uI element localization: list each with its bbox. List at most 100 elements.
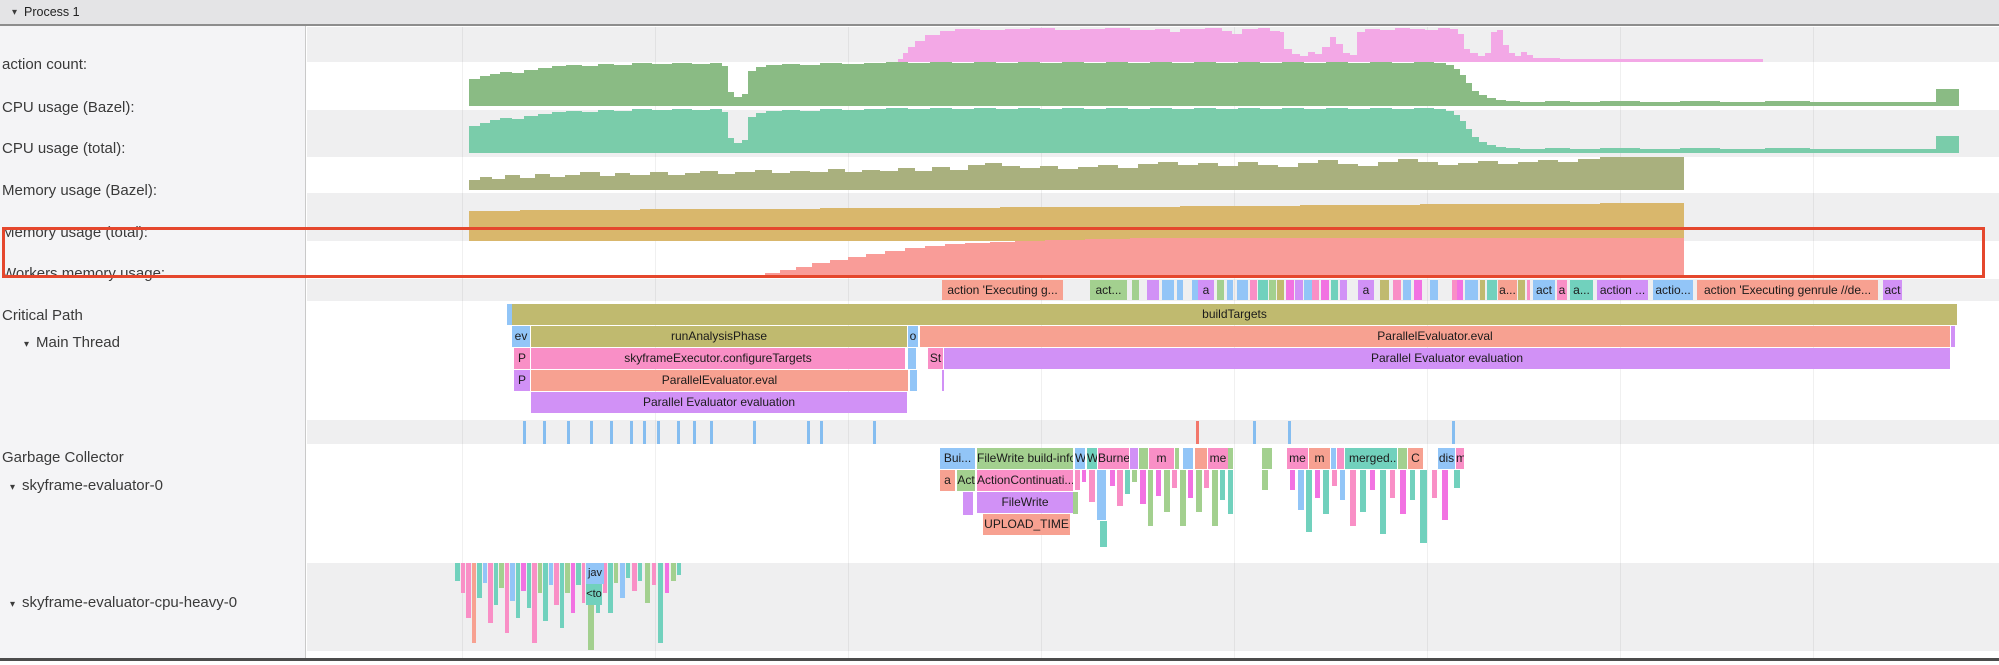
skyframe-slice[interactable]: a [940,470,955,491]
skyframe-sliver[interactable] [1220,470,1225,500]
skyframe-sliver[interactable] [1262,470,1268,490]
gc-tick[interactable] [523,421,526,444]
cpu-heavy-stripe[interactable] [560,563,564,628]
memory-usage-total--chart[interactable] [469,203,1684,241]
critical-path-slice[interactable]: a [1198,280,1214,300]
skyframe-sliver[interactable] [1323,470,1329,514]
critical-path-slice[interactable]: act [1883,280,1902,300]
cpu-heavy-stripe[interactable] [461,563,465,593]
critical-path-slice[interactable]: act [1533,280,1555,300]
critical-path-slice[interactable] [1269,280,1276,300]
cpu-heavy-slice[interactable]: <to [586,584,602,605]
gc-tick[interactable] [567,421,570,444]
skyframe-sliver[interactable] [1125,470,1130,494]
skyframe-sliver[interactable] [1180,470,1186,526]
critical-path-slice[interactable] [1452,280,1457,300]
main-thread-slice[interactable] [942,370,944,391]
skyframe-sliver[interactable] [1432,470,1437,498]
cpu-heavy-stripe[interactable] [455,563,460,581]
skyframe-sliver[interactable] [1332,470,1337,486]
process-header[interactable]: ▾ Process 1 [0,0,1999,26]
memory-usage-bazel--chart[interactable] [469,157,1684,190]
critical-path-slice[interactable]: a... [1498,280,1517,300]
main-thread-slice[interactable] [1951,326,1955,347]
critical-path-slice[interactable] [1403,280,1411,300]
skyframe-sliver[interactable] [1196,470,1202,512]
skyframe-slice[interactable]: dis [1438,448,1455,469]
cpu-heavy-stripe[interactable] [510,563,515,601]
skyframe-slice[interactable] [1139,448,1148,469]
cpu-heavy-stripe[interactable] [516,563,520,618]
gc-tick[interactable] [693,421,696,444]
critical-path-slice[interactable]: a [1358,280,1374,300]
critical-path-slice[interactable] [1286,280,1294,300]
gc-tick[interactable] [753,421,756,444]
cpu-heavy-stripe[interactable] [626,563,630,578]
skyframe-sliver[interactable] [1315,470,1320,498]
cpu-heavy-stripe[interactable] [571,563,575,613]
cpu-heavy-stripe[interactable] [582,563,585,603]
critical-path-slice[interactable] [1258,280,1268,300]
skyframe-sliver[interactable] [1075,470,1080,490]
skyframe-slice[interactable]: m [1309,448,1330,469]
critical-path-slice[interactable]: act... [1090,280,1127,300]
skyframe-sliver[interactable] [1172,470,1177,488]
cpu-heavy-stripe[interactable] [652,563,656,585]
skyframe-slice[interactable]: ActionContinuati... [977,470,1073,491]
cpu-heavy-stripe[interactable] [488,563,493,623]
gc-tick[interactable] [590,421,593,444]
main-thread-slice[interactable]: Parallel Evaluator evaluation [531,392,907,413]
cpu-heavy-stripe[interactable] [677,563,681,575]
cpu-heavy-stripe[interactable] [494,563,498,605]
sidebar-item-skyframe-evaluator-cpu-heavy-0[interactable]: ▾ skyframe-evaluator-cpu-heavy-0 [10,594,237,611]
main-thread-slice[interactable]: ev [512,326,530,347]
skyframe-sliver[interactable] [1148,470,1153,526]
skyframe-slice[interactable] [1345,448,1349,469]
skyframe-slice[interactable]: W [1087,448,1097,469]
cpu-heavy-stripe[interactable] [466,563,471,618]
sidebar-item-skyframe-evaluator-0[interactable]: ▾ skyframe-evaluator-0 [10,477,163,494]
gc-tick[interactable] [820,421,823,444]
critical-path-slice[interactable]: action 'Executing genrule //de... [1697,280,1878,300]
skyframe-sliver[interactable] [1140,470,1146,504]
action-count-chart[interactable] [898,28,1763,62]
critical-path-slice[interactable] [1277,280,1284,300]
critical-path-slice[interactable] [1312,280,1319,300]
skyframe-sliver[interactable] [1290,470,1295,490]
skyframe-slice[interactable]: merged... [1349,448,1397,469]
skyframe-sliver[interactable] [1306,470,1312,532]
skyframe-slice[interactable] [1130,448,1138,469]
skyframe-slice[interactable]: C [1408,448,1423,469]
critical-path-slice[interactable] [1457,280,1463,300]
main-thread-slice[interactable]: St [928,348,943,369]
critical-path-slice[interactable] [1430,280,1438,300]
skyframe-sliver[interactable] [1340,470,1345,500]
cpu-heavy-stripe[interactable] [532,563,537,643]
cpu-heavy-stripe[interactable] [565,563,570,593]
cpu-heavy-stripe[interactable] [588,563,594,650]
critical-path-slice[interactable] [1192,280,1198,300]
skyframe-sliver[interactable] [1228,470,1233,514]
main-thread-slice[interactable]: Parallel Evaluator evaluation [944,348,1950,369]
critical-path-slice[interactable] [1177,280,1183,300]
cpu-heavy-stripe[interactable] [645,563,650,603]
skyframe-slice[interactable] [1398,448,1407,469]
main-thread-slice[interactable] [507,304,512,325]
cpu-heavy-stripe[interactable] [658,563,663,643]
critical-path-slice[interactable] [1147,280,1159,300]
skyframe-sliver[interactable] [1089,470,1095,502]
critical-path-slice[interactable]: a... [1570,280,1593,300]
cpu-heavy-stripe[interactable] [543,563,548,621]
main-thread-slice[interactable] [910,370,917,391]
skyframe-slice[interactable]: W [1075,448,1085,469]
cpu-usage-bazel--chart[interactable] [469,62,1959,106]
skyframe-slice[interactable]: FileWrite [977,492,1073,513]
gc-tick[interactable] [873,421,876,444]
cpu-heavy-stripe[interactable] [549,563,553,585]
skyframe-sliver[interactable] [1390,470,1395,498]
skyframe-slice[interactable] [1337,448,1344,469]
cpu-heavy-stripe[interactable] [614,563,618,583]
critical-path-slice[interactable]: action 'Executing g... [942,280,1063,300]
skyframe-sliver[interactable] [1380,470,1386,534]
gc-tick[interactable] [677,421,680,444]
